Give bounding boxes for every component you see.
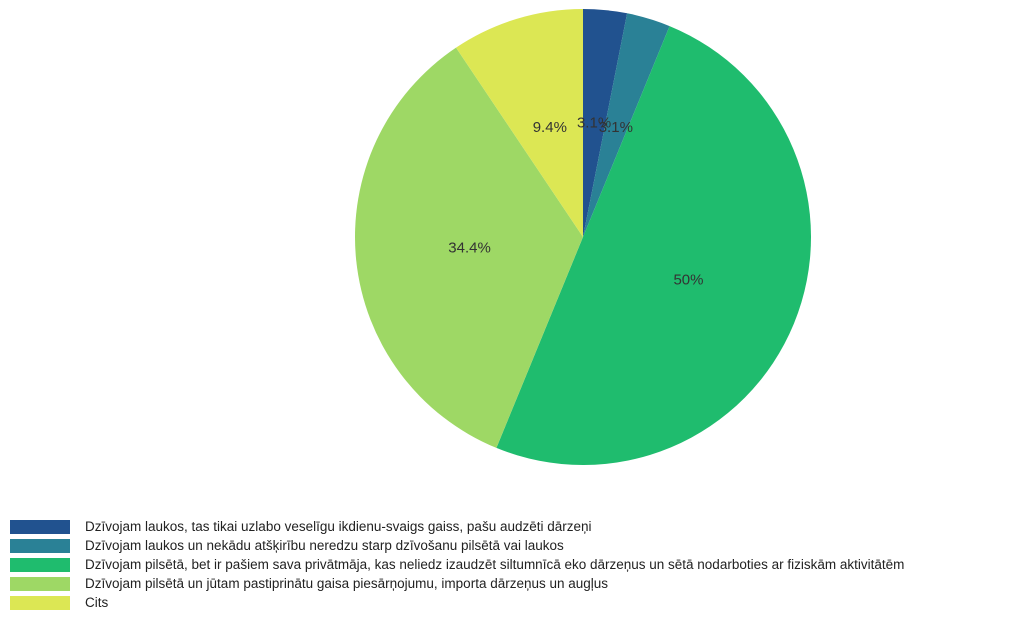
legend-swatch — [10, 577, 70, 591]
legend-label: Dzīvojam laukos un nekādu atšķirību nere… — [85, 538, 564, 553]
chart: 3.1%3.1% 50% 34.4% 9.4% — [355, 9, 811, 465]
data-label: 50% — [673, 271, 703, 288]
pie-slice — [583, 9, 628, 237]
legend-item: Dzīvojam laukos, tas tikai uzlabo veselī… — [10, 519, 1030, 535]
legend-swatch — [10, 558, 70, 572]
pie-slice — [496, 26, 811, 465]
pie-slice — [355, 47, 583, 448]
legend-swatch — [10, 539, 70, 553]
legend-label: Dzīvojam pilsētā, bet ir pašiem sava pri… — [85, 557, 905, 572]
data-label: 34.4% — [448, 239, 491, 256]
legend-label: Dzīvojam pilsētā un jūtam pastiprinātu g… — [85, 576, 609, 591]
legend-swatch — [10, 520, 70, 534]
pie-slice — [456, 9, 583, 237]
legend-swatch — [10, 596, 70, 610]
legend-item: Dzīvojam laukos un nekādu atšķirību nere… — [10, 538, 1030, 554]
legend-item: Dzīvojam pilsētā, bet ir pašiem sava pri… — [10, 557, 1030, 573]
legend: Dzīvojam laukos, tas tikai uzlabo veselī… — [10, 519, 1030, 614]
data-label: 3.1% — [577, 115, 611, 132]
data-label: 3.1% — [599, 119, 633, 136]
legend-label: Cits — [85, 595, 109, 610]
data-label: 9.4% — [533, 119, 567, 136]
legend-item: Dzīvojam pilsētā un jūtam pastiprinātu g… — [10, 576, 1030, 592]
legend-item: Cits — [10, 595, 1030, 611]
legend-label: Dzīvojam laukos, tas tikai uzlabo veselī… — [85, 519, 592, 534]
pie-slice — [583, 13, 670, 238]
